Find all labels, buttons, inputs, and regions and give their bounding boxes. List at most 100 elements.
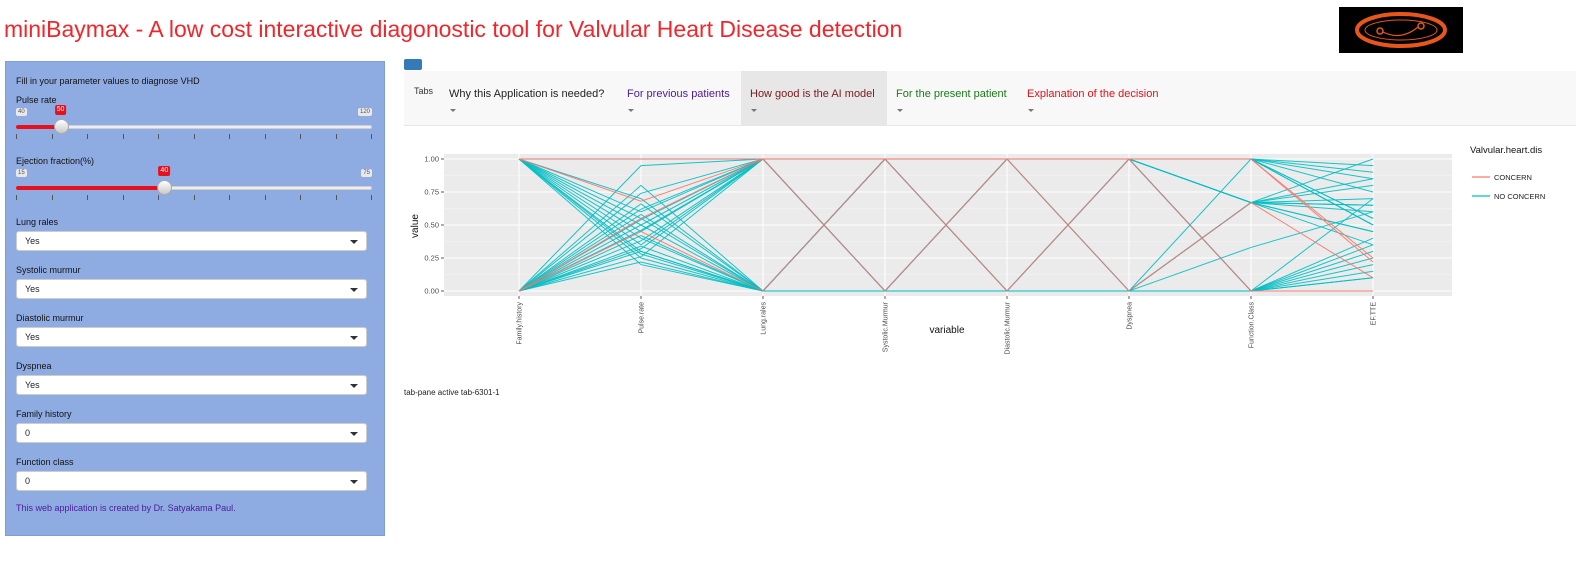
select-value: Yes xyxy=(25,236,40,246)
y-tick-label: 0.50 xyxy=(424,221,439,230)
tab-present-patient[interactable]: For the present patient xyxy=(887,71,1018,125)
parallel-coordinates-chart: 0.00 0.25 0.50 0.75 1.00 Family.history Pulse… xyxy=(410,145,1545,355)
sidebar-intro: Fill in your parameter values to diagnos… xyxy=(16,76,200,86)
slider-max-label: 120 xyxy=(357,108,372,116)
slider-max-label: 75 xyxy=(361,169,372,177)
systolic-murmur-select[interactable]: Yes xyxy=(16,279,367,299)
tabs-navbar: Tabs Why this Application is needed? For… xyxy=(404,71,1576,126)
slider-grid-tick xyxy=(16,134,17,139)
heart-logo-icon xyxy=(1355,12,1447,48)
caret-down-icon xyxy=(897,109,903,112)
caret-down-icon xyxy=(350,432,358,436)
slider-track xyxy=(16,125,372,129)
y-tick-label: 0.00 xyxy=(424,287,439,296)
family-history-select[interactable]: 0 xyxy=(16,423,367,443)
slider-grid-tick xyxy=(158,134,159,139)
tab-why-needed[interactable]: Why this Application is needed? xyxy=(440,71,618,125)
select-value: Yes xyxy=(25,284,40,294)
slider-grid-tick xyxy=(51,134,53,139)
tabs-brand: Tabs xyxy=(414,86,434,96)
slider-grid-tick xyxy=(87,134,88,139)
diastolic-murmur-label: Diastolic murmur xyxy=(16,313,84,323)
slider-grid-tick xyxy=(371,195,372,200)
slider-grid-tick xyxy=(371,134,372,139)
caret-down-icon xyxy=(350,240,358,244)
slider-grid-tick xyxy=(335,134,337,139)
slider-grid-tick xyxy=(264,134,266,139)
dyspnea-select[interactable]: Yes xyxy=(16,375,367,395)
sidebar-panel: Fill in your parameter values to diagnos… xyxy=(5,61,385,536)
slider-handle[interactable] xyxy=(157,180,173,195)
x-tick-label: Diastolic.Murmur xyxy=(1005,301,1012,354)
series-line-concern xyxy=(518,158,1373,292)
navbar-toggle-button[interactable] xyxy=(404,59,422,70)
select-value: Yes xyxy=(25,380,40,390)
slider-min-label: 15 xyxy=(16,169,27,177)
tab-label: Explanation of the decision xyxy=(1027,88,1159,100)
slider-grid-tick xyxy=(193,195,195,200)
slider-handle[interactable] xyxy=(53,119,69,134)
slider-grid-tick xyxy=(335,195,337,200)
tab-label: How good is the AI model xyxy=(750,88,875,100)
x-tick-label: Dyspnea xyxy=(1127,302,1134,330)
slider-fill xyxy=(16,186,165,190)
select-value: Yes xyxy=(25,332,40,342)
tab-label: For previous patients xyxy=(627,88,730,100)
tab-explanation[interactable]: Explanation of the decision xyxy=(1018,71,1168,125)
diastolic-murmur-select[interactable]: Yes xyxy=(16,327,367,347)
data-lines xyxy=(518,158,1374,292)
y-tick-label: 0.75 xyxy=(424,188,439,197)
caret-down-icon xyxy=(628,109,634,112)
caret-down-icon xyxy=(350,336,358,340)
series-line-no-concern xyxy=(518,158,1374,292)
slider-grid xyxy=(16,134,372,140)
x-tick-label: Function.Class xyxy=(1249,302,1256,349)
legend-label: CONCERN xyxy=(1494,173,1532,182)
function-class-label: Function class xyxy=(16,457,74,467)
slider-grid-tick xyxy=(300,134,301,139)
slider-value-badge: 40 xyxy=(158,166,171,176)
caret-down-icon xyxy=(1028,109,1034,112)
systolic-murmur-label: Systolic murmur xyxy=(16,265,81,275)
slider-value-badge: 50 xyxy=(54,105,67,115)
slider-grid xyxy=(16,195,372,201)
x-tick-label: Lung.rales xyxy=(761,302,768,335)
lung-rales-select[interactable]: Yes xyxy=(16,231,367,251)
slider-grid-tick xyxy=(122,195,124,200)
y-axis-title: value xyxy=(410,214,421,238)
slider-grid-tick xyxy=(193,134,195,139)
legend-label: NO CONCERN xyxy=(1494,192,1545,201)
tab-pane-status: tab-pane active tab-6301-1 xyxy=(404,388,500,397)
ejection-fraction-label: Ejection fraction(%) xyxy=(16,156,95,166)
x-tick-label: Pulse.rate xyxy=(639,302,646,334)
x-axis-title: variable xyxy=(929,325,964,336)
slider-grid-tick xyxy=(229,195,230,200)
dyspnea-label: Dyspnea xyxy=(16,361,52,371)
pulse-rate-slider[interactable]: 40 120 50 xyxy=(16,105,372,178)
slider-grid-tick xyxy=(158,195,159,200)
chart-legend: CONCERN NO CONCERN xyxy=(1472,173,1545,201)
select-value: 0 xyxy=(25,476,31,486)
ejection-fraction-slider[interactable]: 15 75 40 xyxy=(16,166,372,239)
slider-grid-tick xyxy=(122,134,124,139)
function-class-select[interactable]: 0 xyxy=(16,471,367,491)
slider-grid-tick xyxy=(264,195,266,200)
caret-down-icon xyxy=(751,109,757,112)
caret-down-icon xyxy=(450,109,456,112)
x-tick-label: Systolic.Murmur xyxy=(883,301,890,352)
x-tick-label: EF.TTE xyxy=(1371,302,1378,326)
slider-grid-tick xyxy=(16,195,17,200)
x-tick-label: Family.history xyxy=(517,302,524,345)
x-ticks: Family.history Pulse.rate Lung.rales Systol… xyxy=(517,296,1378,355)
tab-label: For the present patient xyxy=(896,88,1007,100)
family-history-label: Family history xyxy=(16,409,72,419)
tab-previous-patients[interactable]: For previous patients xyxy=(618,71,741,125)
slider-min-label: 40 xyxy=(16,108,27,116)
credit-text: This web application is created by Dr. S… xyxy=(16,503,236,513)
select-value: 0 xyxy=(25,428,31,438)
slider-grid-tick xyxy=(229,134,230,139)
tab-ai-model[interactable]: How good is the AI model xyxy=(741,71,887,125)
app-title: miniBaymax - A low cost interactive diag… xyxy=(4,16,903,42)
y-ticks: 0.00 0.25 0.50 0.75 1.00 xyxy=(424,155,444,296)
logo xyxy=(1339,7,1463,53)
